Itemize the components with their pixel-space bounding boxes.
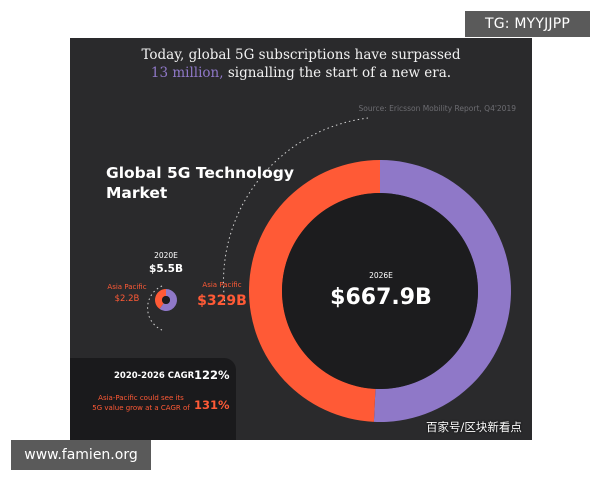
small-donut-center (162, 296, 170, 304)
source-note: Source: Ericsson Mobility Report, Q4'201… (358, 104, 516, 113)
apac-cagr-value: 131% (194, 398, 230, 412)
apac-cagr-label-line-2: 5G value grow at a CAGR of (92, 404, 190, 412)
chart-title-line-1: Global 5G Technology (106, 164, 294, 182)
big-donut-apac-label: Asia Pacific (202, 281, 241, 289)
big-donut-center (282, 193, 478, 389)
small-donut (154, 289, 177, 311)
big-donut-year-label: 2026E (369, 271, 393, 280)
donut-chart: 2020E $5.5B Asia Pacific $2.2B Asia Paci… (107, 117, 511, 422)
small-donut-apac-value: $2.2B (115, 294, 140, 304)
big-donut-guide-arc (222, 117, 369, 305)
global-cagr-value: 122% (194, 368, 230, 382)
infographic-poster: Today, global 5G subscriptions have surp… (70, 38, 532, 440)
watermark-baijiahao: 百家号/区块新看点 (426, 420, 522, 434)
apac-cagr-label: Asia-Pacific could see its 5G value grow… (86, 393, 196, 413)
small-donut-total-label: $5.5B (149, 263, 183, 275)
watermark-tg: TG: MYYJJPP (465, 11, 590, 37)
small-donut-guide-arc (147, 285, 163, 331)
cagr-panel: 2020-2026 CAGR 122% Asia-Pacific could s… (70, 358, 236, 440)
headline-line-1: Today, global 5G subscriptions have surp… (141, 47, 461, 63)
big-donut-segment-asia-pacific (248, 160, 380, 422)
small-donut-segment-rest-of-world (159, 289, 177, 311)
big-donut (248, 160, 511, 422)
headline-line-2: 13 million, signalling the start of a ne… (70, 64, 532, 82)
global-cagr-label: 2020-2026 CAGR (114, 371, 195, 381)
apac-cagr-label-line-1: Asia-Pacific could see its (98, 394, 184, 402)
big-donut-apac-value: $329B (197, 293, 247, 309)
big-donut-segment-rest-of-world (373, 160, 511, 422)
small-donut-apac-label: Asia Pacific (107, 283, 146, 291)
headline-highlight: 13 million, (150, 65, 224, 81)
chart-title-line-2: Market (106, 184, 168, 202)
watermark-site: www.famien.org (11, 440, 151, 470)
chart-title: Global 5G Technology Market (106, 163, 294, 203)
small-donut-year-label: 2020E (154, 251, 178, 260)
headline-rest: signalling the start of a new era. (223, 65, 452, 81)
big-donut-total-label: $667.9B (330, 285, 432, 310)
small-donut-segment-asia-pacific (154, 289, 166, 309)
